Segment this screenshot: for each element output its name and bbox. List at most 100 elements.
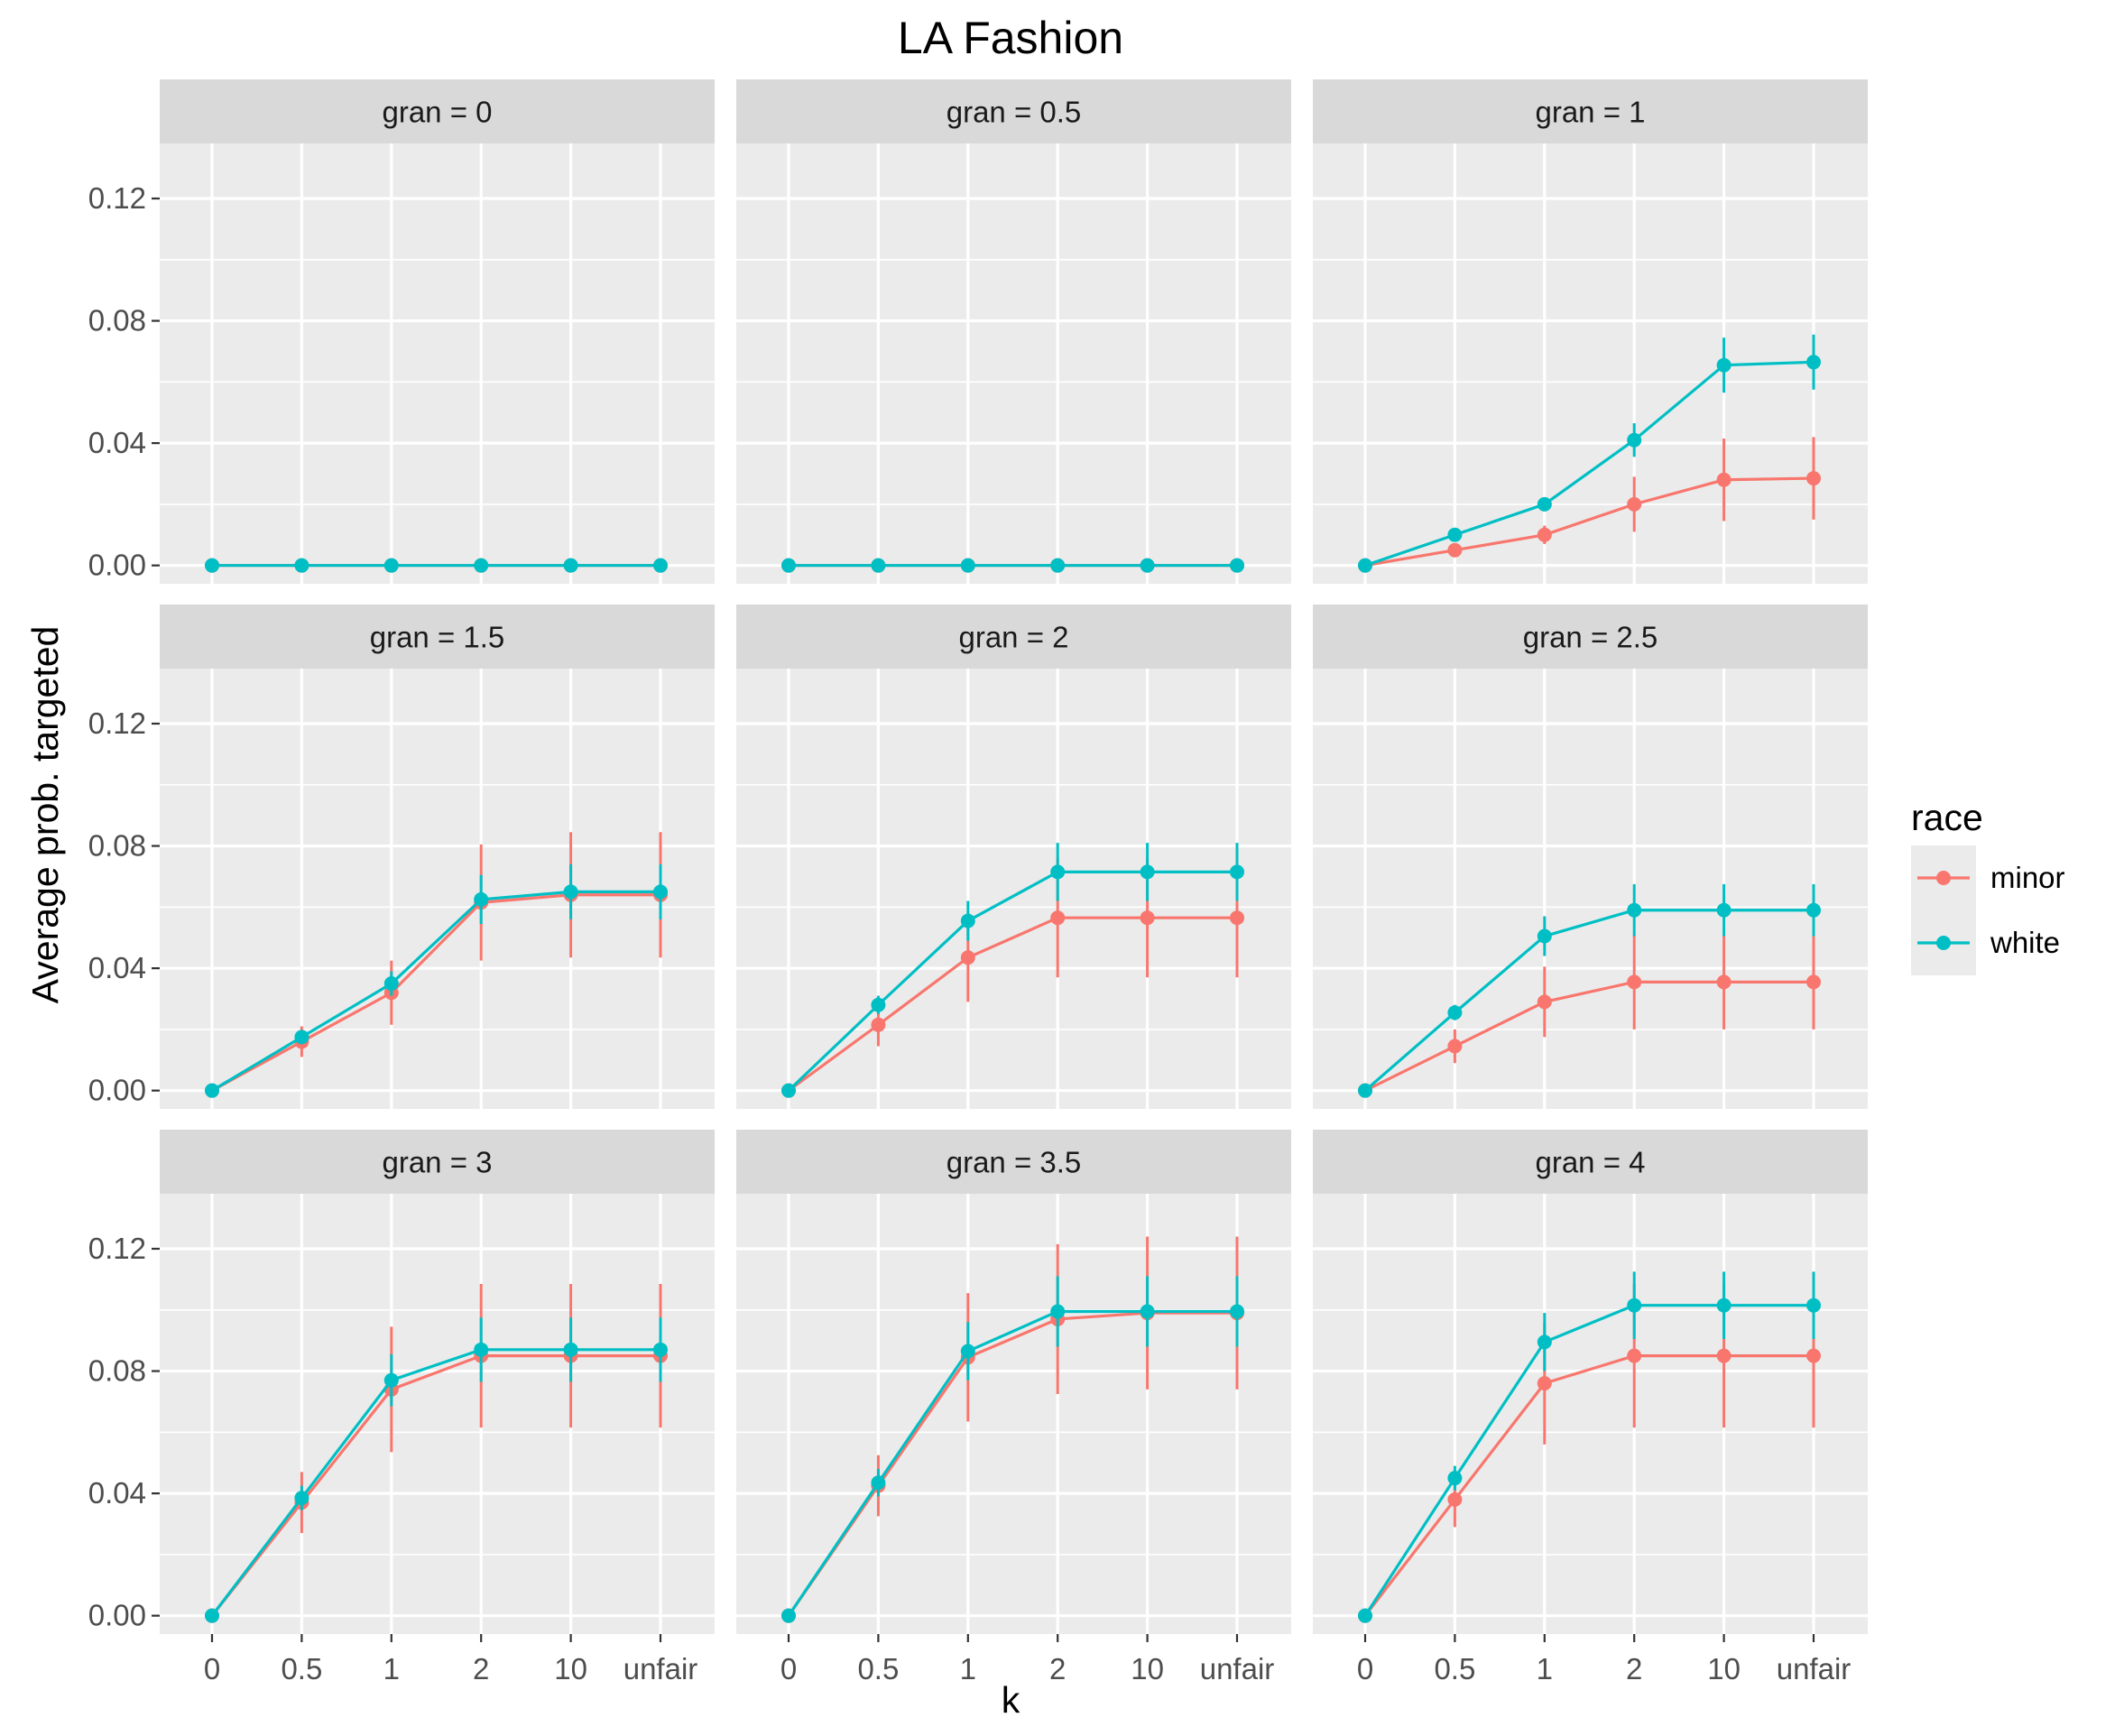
x-tick-label: 0.5 <box>1434 1652 1475 1685</box>
y-tick-label: 0.04 <box>88 1476 146 1510</box>
series-white <box>1358 334 1821 573</box>
data-point <box>1806 974 1821 990</box>
x-tick-label: unfair <box>1777 1652 1852 1685</box>
y-tick-label: 0.08 <box>88 829 146 863</box>
data-point <box>1716 1297 1732 1313</box>
data-point <box>1806 902 1821 918</box>
x-tick-label: 1 <box>960 1652 976 1685</box>
data-point <box>1447 1491 1463 1507</box>
data-point <box>1140 910 1155 926</box>
facet-strip-label: gran = 2 <box>958 621 1068 654</box>
data-point <box>871 558 886 573</box>
data-point <box>1537 527 1552 542</box>
data-point <box>294 1030 309 1045</box>
facet-strip <box>1313 79 1868 143</box>
y-tick-label: 0.04 <box>88 951 146 984</box>
series-white <box>205 1317 668 1623</box>
data-point <box>1358 1083 1372 1098</box>
facet-panel: gran = 1 <box>1313 79 1868 584</box>
data-point <box>205 558 219 573</box>
data-point <box>781 558 796 573</box>
series-line <box>210 1354 660 1617</box>
data-point <box>1537 496 1552 512</box>
y-tick-label: 0.04 <box>88 426 146 459</box>
facet-strip-label: gran = 4 <box>1535 1146 1645 1179</box>
y-tick-label: 0.12 <box>88 181 146 215</box>
series-white <box>205 863 668 1098</box>
data-point <box>1140 558 1155 573</box>
data-point <box>294 558 309 573</box>
facet-strip-label: gran = 3 <box>382 1146 492 1179</box>
data-point <box>1627 902 1642 918</box>
data-point <box>1806 471 1821 486</box>
legend-key-point <box>1936 871 1951 885</box>
data-point <box>1230 1304 1244 1319</box>
x-tick-label: 0 <box>204 1652 220 1685</box>
data-point <box>960 558 975 573</box>
facet-panel: gran = 2 <box>736 605 1291 1109</box>
panel-background <box>160 1194 715 1634</box>
data-point <box>653 884 668 900</box>
data-point <box>294 1491 309 1506</box>
data-point <box>653 558 668 573</box>
data-point <box>1140 864 1155 880</box>
data-point <box>781 1083 796 1098</box>
data-point <box>1358 558 1372 573</box>
x-tick-label: unfair <box>1200 1652 1275 1685</box>
facet-panel: gran = 4 0 0.5 1 2 10 unfair <box>1313 1130 1868 1685</box>
series-line <box>1363 1304 1814 1617</box>
facet-panel: gran = 3 0.00 0.04 0.08 0.12 0 0.5 1 2 10 unfair <box>88 1130 715 1685</box>
legend-title: race <box>1911 797 1983 838</box>
data-point <box>205 1608 219 1623</box>
data-point <box>1627 496 1642 512</box>
x-tick-label: 10 <box>1707 1652 1741 1685</box>
data-point <box>960 950 975 965</box>
data-point <box>1716 974 1732 990</box>
data-point <box>1447 1005 1463 1020</box>
data-point <box>383 976 399 992</box>
facet-strip-label: gran = 0.5 <box>947 96 1082 129</box>
data-point <box>871 1017 886 1032</box>
x-tick-label: 0.5 <box>857 1652 899 1685</box>
series-line <box>788 916 1237 1092</box>
series-white <box>781 558 1244 573</box>
x-axis-title: k <box>1002 1679 1020 1721</box>
x-tick-label: 0.5 <box>281 1652 322 1685</box>
facet-strip <box>1313 605 1868 669</box>
data-point <box>1806 355 1821 370</box>
facet-panels: gran = 0 0.00 0.04 0.08 0.12 gran = 0.5 gran =… <box>88 79 1868 1685</box>
panel-background <box>160 143 715 584</box>
data-point <box>871 997 886 1012</box>
series-line <box>1364 980 1814 1093</box>
x-tick-label: 0 <box>1357 1652 1373 1685</box>
panel-background <box>1313 1194 1868 1634</box>
legend-label: minor <box>1990 861 2065 894</box>
facet-panel: gran = 0.5 <box>736 79 1291 584</box>
data-point <box>1627 974 1642 990</box>
data-point <box>871 1475 886 1491</box>
y-tick-label: 0.08 <box>88 1354 146 1388</box>
series-white <box>1358 883 1821 1098</box>
facet-strip-label: gran = 1.5 <box>370 621 505 654</box>
panel-background <box>736 143 1291 584</box>
series-line <box>787 1309 1237 1617</box>
data-point <box>1230 910 1244 926</box>
series-white <box>1358 1271 1821 1623</box>
data-point <box>1627 1348 1642 1363</box>
data-point <box>383 558 399 573</box>
facet-panel: gran = 2.5 <box>1313 605 1868 1109</box>
facet-strip-label: gran = 0 <box>382 96 492 129</box>
series-white <box>781 1276 1244 1623</box>
series-line <box>211 893 660 1093</box>
facet-strip <box>160 79 715 143</box>
data-point <box>653 1342 668 1357</box>
series-line <box>211 890 660 1093</box>
series-white <box>781 843 1244 1098</box>
facet-panel: gran = 0 0.00 0.04 0.08 0.12 <box>88 79 715 584</box>
panel-background <box>160 669 715 1109</box>
facet-strip <box>1313 1130 1868 1194</box>
facet-strip-label: gran = 1 <box>1535 96 1645 129</box>
data-point <box>1537 994 1552 1010</box>
y-tick-label: 0.08 <box>88 304 146 337</box>
facet-strip <box>160 1130 715 1194</box>
